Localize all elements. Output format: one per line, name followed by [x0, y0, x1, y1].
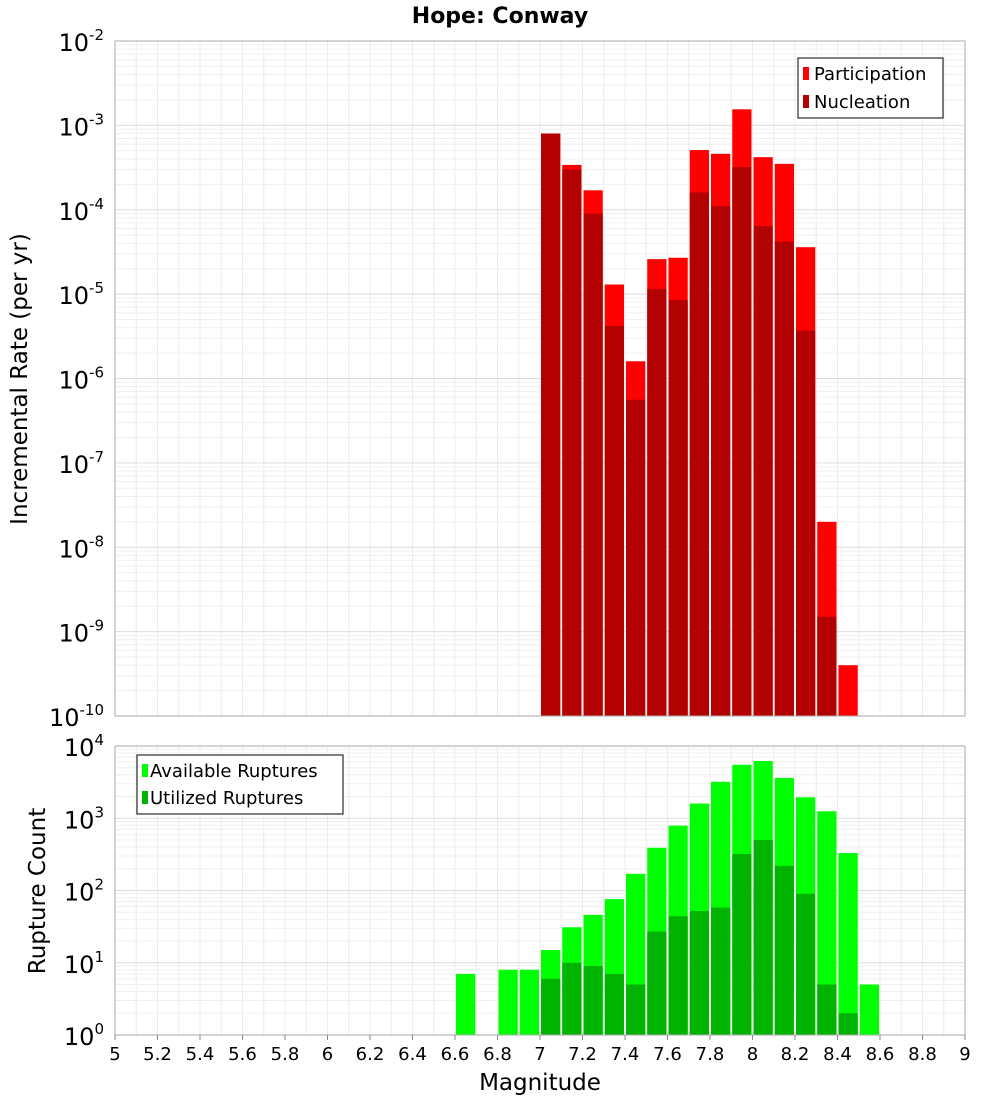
count-available-ruptures-bar [498, 969, 518, 1035]
count-panel: 100 101 102 103 104 5 5.2 5.4 5.6 5.8 6 6.2 6.4 6.6 6… [25, 731, 971, 1096]
count-utilized-ruptures-bar [626, 984, 646, 1035]
x-tick-label: 8.8 [908, 1044, 937, 1065]
participation-legend-label: Participation [814, 64, 926, 85]
count-legend-box [136, 754, 344, 815]
x-tick-label: 7.6 [653, 1044, 682, 1065]
rate-nucleation-bar [541, 133, 561, 717]
available-legend-swatch [142, 764, 148, 777]
rate-nucleation-bar [774, 241, 794, 717]
count-available-ruptures-bar [456, 973, 476, 1035]
count-utilized-ruptures-bar [774, 865, 794, 1035]
count-legend: Available Ruptures Utilized Ruptures [136, 754, 344, 815]
x-tick-label: 5.6 [228, 1044, 257, 1065]
rate-y-tick-label: 10-8 [58, 532, 104, 563]
x-tick-label: 5.2 [143, 1044, 172, 1065]
rate-plot-frame [114, 40, 966, 717]
rate-nucleation-bar [604, 325, 624, 716]
rate-nucleation-bar [562, 169, 582, 716]
x-tick-label: 7.8 [696, 1044, 725, 1065]
rate-y-tick-label: 10-4 [58, 195, 104, 226]
x-tick-label: 8 [747, 1044, 758, 1065]
count-utilized-ruptures-bar [541, 978, 561, 1035]
count-utilized-ruptures-bar [583, 966, 603, 1035]
participation-legend-swatch [803, 67, 809, 80]
count-y-tick-label: 103 [64, 803, 104, 834]
count-available-ruptures-bar [838, 853, 858, 1035]
rate-grid [115, 41, 965, 716]
count-utilized-ruptures-bar [796, 893, 816, 1035]
count-utilized-ruptures-bar [817, 984, 837, 1035]
x-tick-label: 8.6 [866, 1044, 895, 1065]
count-y-tick-label: 101 [64, 948, 104, 979]
rate-y-tick-label: 10-6 [58, 364, 104, 395]
x-tick-label: 6.6 [441, 1044, 470, 1065]
x-axis-label: Magnitude [479, 1070, 601, 1096]
count-y-tick-label: 102 [64, 876, 104, 907]
count-available-ruptures-bar [859, 984, 879, 1035]
rate-nucleation-bar [668, 300, 688, 716]
rate-nucleation-bar [583, 213, 603, 717]
count-bars [456, 760, 879, 1035]
rate-y-tick-label: 10-7 [58, 448, 104, 479]
x-tick-label: 7 [534, 1044, 545, 1065]
count-available-ruptures-bar [817, 811, 837, 1035]
rate-legend-box [797, 57, 944, 119]
count-available-ruptures-bar [519, 969, 539, 1035]
utilized-legend-swatch [142, 791, 148, 804]
count-utilized-ruptures-bar [838, 1013, 858, 1035]
x-tick-label: 6.2 [356, 1044, 385, 1065]
rate-nucleation-bar [732, 167, 752, 716]
nucleation-legend-label: Nucleation [814, 92, 910, 113]
rate-y-tick-label: 10-5 [58, 279, 104, 310]
x-tick-label: 9 [959, 1044, 970, 1065]
rate-nucleation-bar [711, 206, 731, 716]
rate-panel: 10-10 10-9 10-8 10-7 10-6 10-5 10-4 10-3 10-2 In… [7, 26, 966, 732]
rate-participation-bar [838, 665, 858, 716]
x-tick-label: 8.2 [781, 1044, 810, 1065]
x-tick-label: 7.2 [568, 1044, 597, 1065]
x-tick-label: 5.8 [271, 1044, 300, 1065]
x-axis-ticks: 5 5.2 5.4 5.6 5.8 6 6.2 6.4 6.6 6.8 7 7.2 7.4 7.6 7.8 8… [109, 1035, 971, 1065]
rate-nucleation-bar [753, 226, 773, 716]
available-legend-label: Available Ruptures [150, 761, 318, 782]
rate-y-ticks: 10-10 10-9 10-8 10-7 10-6 10-5 10-4 10-3 10-2 [49, 26, 104, 732]
count-utilized-ruptures-bar [562, 962, 582, 1035]
rate-nucleation-bar [626, 399, 646, 716]
rate-y-axis-label: Incremental Rate (per yr) [7, 233, 33, 525]
rate-y-tick-label: 10-2 [58, 26, 104, 57]
count-utilized-ruptures-bar [647, 931, 667, 1035]
rate-y-tick-label: 10-9 [58, 617, 104, 648]
x-tick-label: 6 [322, 1044, 333, 1065]
nucleation-legend-swatch [803, 95, 809, 108]
x-tick-label: 5 [109, 1044, 120, 1065]
count-y-ticks: 100 101 102 103 104 [64, 731, 104, 1051]
rate-y-tick-label: 10-10 [49, 701, 104, 732]
rate-nucleation-bar [647, 289, 667, 716]
rate-legend: Participation Nucleation [797, 57, 944, 119]
count-utilized-ruptures-bar [732, 854, 752, 1035]
x-tick-label: 8.4 [823, 1044, 852, 1065]
count-y-tick-label: 104 [64, 731, 104, 762]
count-utilized-ruptures-bar [753, 839, 773, 1035]
rate-bars [541, 109, 858, 717]
x-tick-label: 6.8 [483, 1044, 512, 1065]
x-tick-label: 5.4 [186, 1044, 215, 1065]
count-y-axis-label: Rupture Count [25, 808, 51, 974]
rate-nucleation-bar [796, 330, 816, 716]
count-y-tick-label: 100 [64, 1020, 104, 1051]
count-utilized-ruptures-bar [689, 911, 709, 1035]
x-tick-label: 7.4 [611, 1044, 640, 1065]
rate-nucleation-bar [817, 616, 837, 716]
x-tick-label: 6.4 [398, 1044, 427, 1065]
count-utilized-ruptures-bar [604, 973, 624, 1035]
rate-nucleation-bar [689, 192, 709, 717]
chart-title: Hope: Conway [412, 4, 588, 29]
count-utilized-ruptures-bar [668, 916, 688, 1035]
rate-y-tick-label: 10-3 [58, 110, 104, 141]
utilized-legend-label: Utilized Ruptures [150, 788, 303, 809]
count-utilized-ruptures-bar [711, 907, 731, 1035]
